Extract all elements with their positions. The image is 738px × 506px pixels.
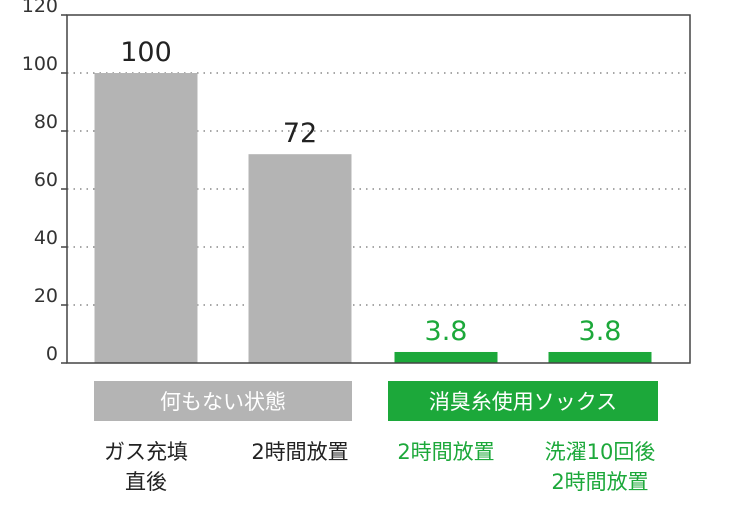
bar xyxy=(94,73,198,363)
y-tick-label: 20 xyxy=(34,285,58,307)
bars xyxy=(94,73,652,363)
y-tick-label: 60 xyxy=(34,169,58,191)
bar xyxy=(248,154,352,363)
x-tick-label: 2時間放置 xyxy=(551,470,648,494)
y-tick-label: 100 xyxy=(22,53,58,75)
plot-frame xyxy=(66,14,691,364)
data-label: 3.8 xyxy=(425,316,468,347)
group-label-box xyxy=(94,381,352,421)
bar xyxy=(548,351,652,363)
x-tick-label: 直後 xyxy=(125,470,167,494)
y-tick-label: 0 xyxy=(46,343,58,365)
y-tick-label: 120 xyxy=(22,0,58,17)
y-axis: 0 20 40 60 80 100 120 xyxy=(22,0,67,365)
y-tick-label: 40 xyxy=(34,227,58,249)
data-label: 3.8 xyxy=(579,316,622,347)
y-tick-label: 80 xyxy=(34,111,58,133)
data-label: 100 xyxy=(120,37,172,68)
x-tick-label: 洗濯10回後 xyxy=(545,440,656,464)
value-labels: 100 72 3.8 3.8 xyxy=(120,37,621,347)
group-label-box xyxy=(388,381,658,421)
x-tick-label: 2時間放置 xyxy=(397,440,494,464)
group-label: 何もない状態 xyxy=(160,390,286,414)
data-label: 72 xyxy=(283,118,317,149)
group-label: 消臭糸使用ソックス xyxy=(429,390,617,414)
x-tick-label: ガス充填 xyxy=(104,440,188,464)
group-labels: 何もない状態 消臭糸使用ソックス xyxy=(94,381,658,421)
bar xyxy=(394,351,498,363)
x-tick-label: 2時間放置 xyxy=(251,440,348,464)
